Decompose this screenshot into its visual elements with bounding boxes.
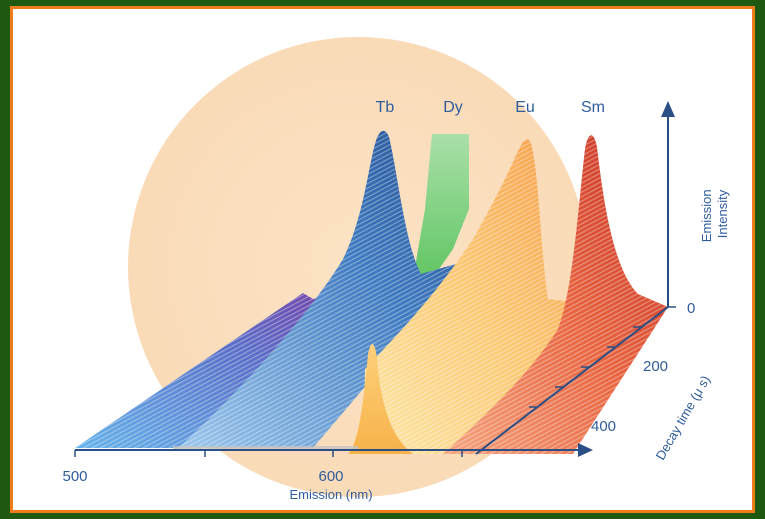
- x-tick-label-500: 500: [62, 468, 87, 485]
- series-area-dy: [413, 134, 469, 299]
- series-label-eu: Eu: [515, 99, 535, 116]
- x-tick-label-600: 600: [318, 468, 343, 485]
- z-axis-label-line2: Intensity: [715, 189, 730, 238]
- series-label-tb: Tb: [376, 99, 395, 116]
- z-tick-label-0: 0: [687, 300, 695, 317]
- z-axis-label: Emission Intensity: [699, 186, 730, 242]
- depth-tick-label-200: 200: [643, 358, 668, 375]
- x-axis-label: Emission (nm): [289, 487, 372, 502]
- depth-axis-line: [475, 306, 669, 455]
- figure-frame: 500 600 Emission (nm) 200 400 Decay time…: [10, 6, 755, 513]
- series-area-sm-lines: [443, 135, 668, 455]
- series-label-dy: Dy: [443, 99, 463, 116]
- series-area-tb-lines: [178, 130, 473, 448]
- x-axis-arrow: [578, 443, 593, 457]
- z-axis-label-line1: Emission: [699, 189, 714, 242]
- series-label-sm: Sm: [581, 99, 605, 116]
- z-axis-arrow: [661, 101, 675, 117]
- series-area-eu-front: [348, 343, 413, 454]
- depth-tick-label-400: 400: [591, 418, 616, 435]
- series-area-background-left-lines: [75, 289, 358, 448]
- depth-axis-label: Decay time (μ s): [653, 373, 713, 463]
- waterfall-chart: 500 600 Emission (nm) 200 400 Decay time…: [62, 37, 730, 502]
